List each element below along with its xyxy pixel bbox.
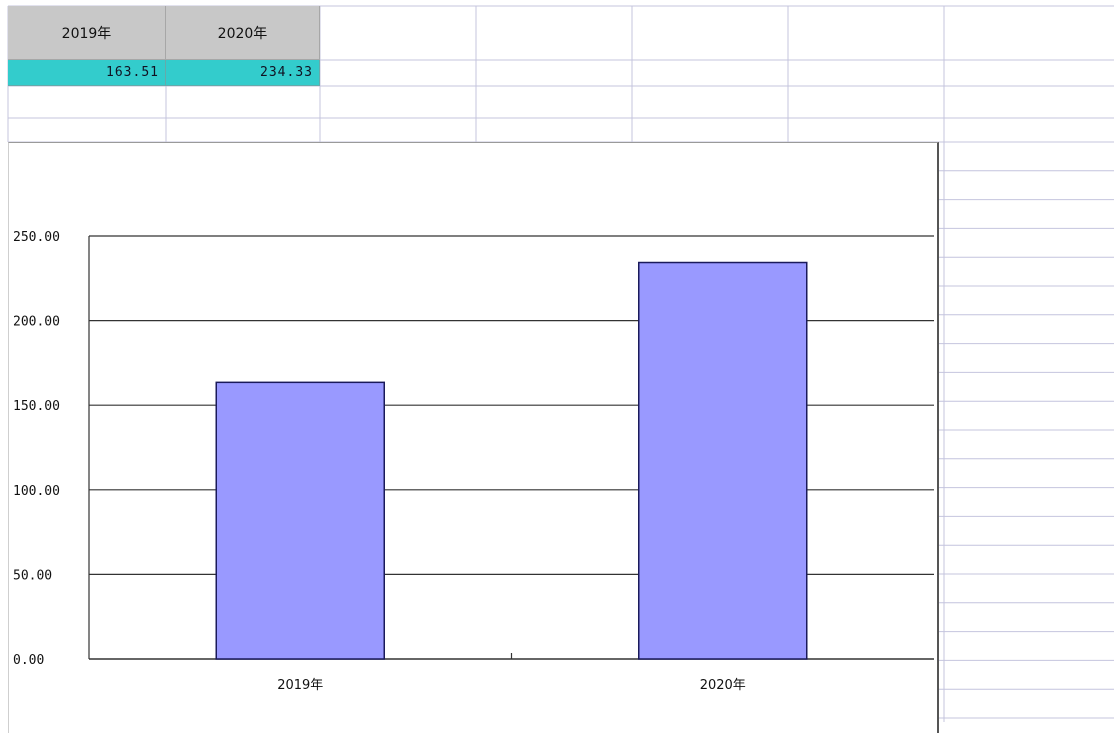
header-label-2019: 2019年 bbox=[61, 25, 112, 42]
header-cell-2019[interactable]: 2019年 bbox=[8, 6, 166, 60]
chart-canvas: 0.00 50.00 100.00 150.00 200.00 250.00 2019年 20… bbox=[13, 230, 934, 693]
value-cell-2020[interactable]: 234.33 bbox=[166, 60, 320, 86]
y-tick-label: 150.00 bbox=[13, 399, 60, 414]
x-category-label: 2020年 bbox=[700, 678, 746, 693]
value-cell-2019[interactable]: 163.51 bbox=[8, 60, 166, 86]
embedded-bar-chart[interactable]: 0.00 50.00 100.00 150.00 200.00 250.00 2019年 20… bbox=[8, 142, 939, 733]
y-tick-label: 50.00 bbox=[13, 568, 52, 583]
header-label-2020: 2020年 bbox=[217, 25, 268, 42]
header-cell-2020[interactable]: 2020年 bbox=[166, 6, 320, 60]
y-tick-label: 100.00 bbox=[13, 484, 60, 499]
bar-1[interactable] bbox=[638, 261, 808, 660]
y-tick-label: 0.00 bbox=[13, 653, 44, 668]
y-tick-label: 200.00 bbox=[13, 315, 60, 330]
value-text-2020: 234.33 bbox=[260, 65, 313, 80]
y-tick-label: 250.00 bbox=[13, 230, 60, 245]
value-text-2019: 163.51 bbox=[106, 65, 159, 80]
x-category-label: 2019年 bbox=[277, 678, 323, 693]
bar-0[interactable] bbox=[215, 381, 385, 660]
